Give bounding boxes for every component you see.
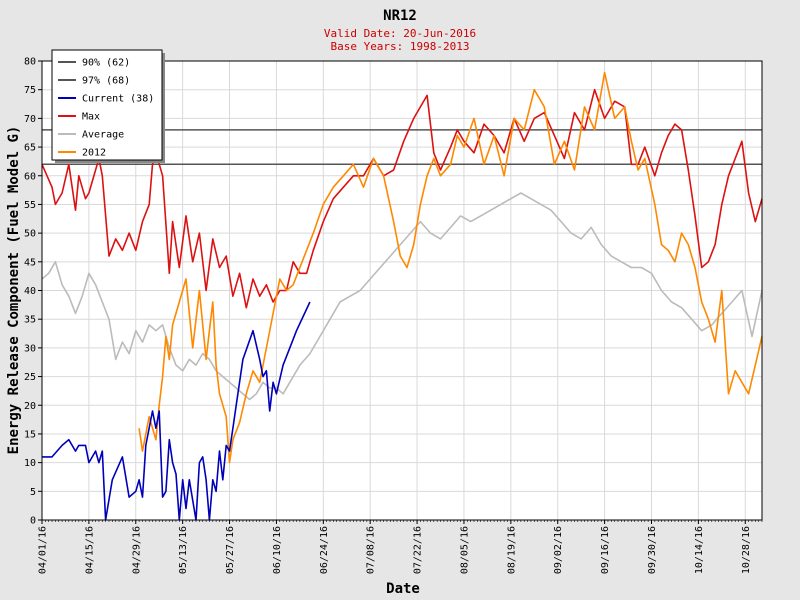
y-tick-label: 0 xyxy=(30,516,36,527)
x-tick-label: 06/10/16 xyxy=(272,526,283,574)
legend-label: Current (38) xyxy=(82,94,154,105)
x-tick-label: 09/16/16 xyxy=(600,526,611,574)
legend-label: 97% (68) xyxy=(82,76,130,87)
x-axis-ticks: 04/01/16 04/15/16 04/29/16 05/13/16 05/27/16… xyxy=(38,520,763,574)
y-tick-label: 65 xyxy=(24,143,36,154)
chart-subtitle-valid-date: Valid Date: 20-Jun-2016 xyxy=(324,27,476,40)
x-tick-label: 04/15/16 xyxy=(84,526,95,574)
legend-box xyxy=(51,49,163,161)
legend-items: 90% (62) 97% (68) Current (38) Max Average 20… xyxy=(58,58,154,159)
series-line-2012 xyxy=(138,71,763,464)
x-tick-label: 04/01/16 xyxy=(38,526,49,574)
chart-title: NR12 xyxy=(383,8,417,24)
y-tick-label: 75 xyxy=(24,85,36,96)
x-tick-label: 10/28/16 xyxy=(741,526,752,574)
x-tick-label: 05/13/16 xyxy=(178,526,189,574)
y-tick-label: 40 xyxy=(24,286,36,297)
legend-label: 2012 xyxy=(82,148,106,159)
y-tick-label: 45 xyxy=(24,257,36,268)
y-tick-label: 5 xyxy=(30,487,36,498)
y-tick-label: 10 xyxy=(24,458,36,469)
x-tick-label: 04/29/16 xyxy=(131,526,142,574)
series-line-average xyxy=(41,192,763,401)
x-tick-label: 09/02/16 xyxy=(553,526,564,574)
legend-label: Average xyxy=(82,130,124,141)
x-tick-label: 07/22/16 xyxy=(413,526,424,574)
x-tick-label: 10/14/16 xyxy=(694,526,705,574)
y-axis-label: Energy Release Component (Fuel Model G) xyxy=(6,126,22,455)
series-line-current-38 xyxy=(42,301,311,521)
legend-label: Max xyxy=(82,112,100,123)
y-tick-label: 80 xyxy=(24,57,36,68)
y-tick-label: 55 xyxy=(24,200,36,211)
legend: 90% (62) 97% (68) Current (38) Max Average 20… xyxy=(51,49,165,163)
y-tick-label: 60 xyxy=(24,171,36,182)
x-axis-label: Date xyxy=(386,581,420,597)
y-tick-label: 70 xyxy=(24,114,36,125)
y-tick-label: 30 xyxy=(24,343,36,354)
y-tick-label: 15 xyxy=(24,429,36,440)
y-axis-ticks: 0 5 10 15 20 25 30 35 40 45 50 55 60 65 70 75 80 xyxy=(24,57,42,527)
x-tick-label: 08/19/16 xyxy=(506,526,517,574)
x-tick-label: 08/05/16 xyxy=(459,526,470,574)
x-tick-label: 06/24/16 xyxy=(319,526,330,574)
x-tick-label: 07/08/16 xyxy=(366,526,377,574)
legend-label: 90% (62) xyxy=(82,58,130,69)
x-tick-label: 05/27/16 xyxy=(225,526,236,574)
series-line-max xyxy=(41,88,763,309)
y-tick-label: 35 xyxy=(24,315,36,326)
chart-subtitle-base-years: Base Years: 1998-2013 xyxy=(330,40,469,53)
series-group xyxy=(41,71,763,521)
x-tick-label: 09/30/16 xyxy=(647,526,658,574)
y-tick-label: 50 xyxy=(24,229,36,240)
y-tick-label: 20 xyxy=(24,401,36,412)
y-tick-label: 25 xyxy=(24,372,36,383)
